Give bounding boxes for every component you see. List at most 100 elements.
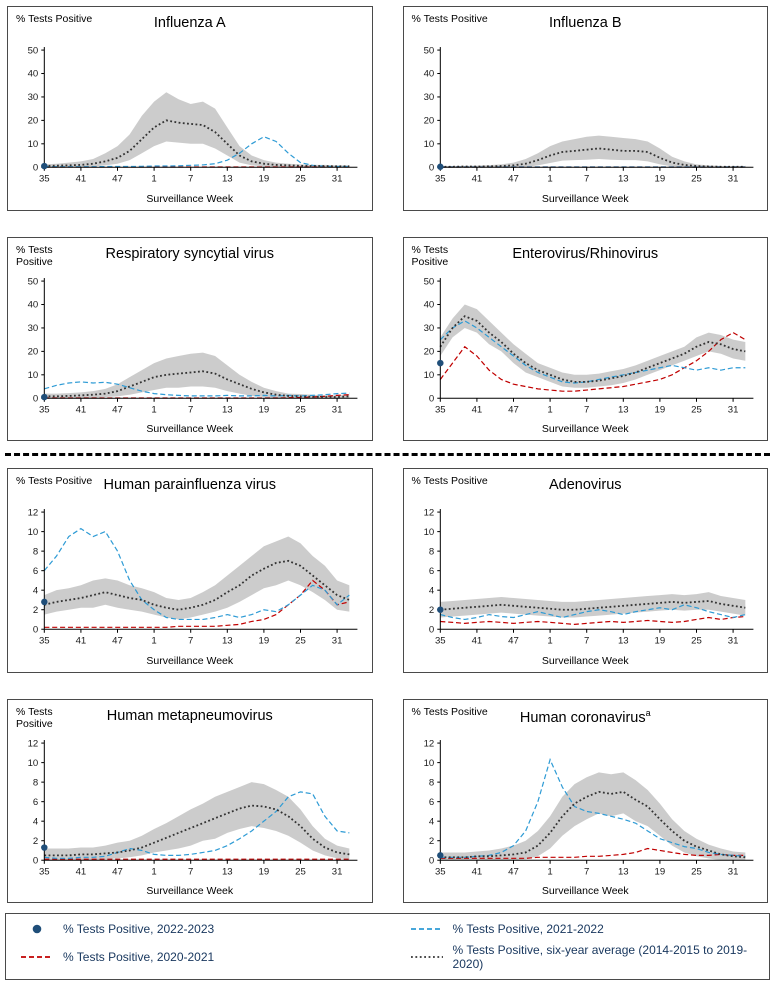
svg-text:25: 25: [691, 404, 702, 415]
svg-text:7: 7: [188, 635, 193, 646]
svg-text:19: 19: [259, 404, 270, 415]
panel-header: % Tests Positive Enterovirus/Rhinovirus: [410, 243, 762, 273]
legend-item: % Tests Positive, six-year average (2014…: [410, 943, 755, 971]
average-range-band: [44, 781, 350, 860]
svg-text:35: 35: [434, 173, 445, 184]
svg-text:7: 7: [188, 404, 193, 415]
panel-header: % Tests Positive Human parainfluenza vir…: [14, 474, 366, 504]
svg-text:19: 19: [259, 173, 270, 184]
svg-text:41: 41: [76, 635, 87, 646]
svg-text:47: 47: [508, 635, 519, 646]
svg-text:40: 40: [423, 69, 434, 80]
season-2021-2022-line: [44, 136, 350, 168]
svg-text:13: 13: [617, 866, 628, 877]
svg-text:47: 47: [112, 635, 123, 646]
dashed-line-marker-icon: [410, 928, 443, 930]
six-year-average-line: [44, 559, 350, 611]
average-range-band: [439, 304, 745, 388]
svg-text:47: 47: [508, 173, 519, 184]
svg-text:10: 10: [28, 527, 39, 538]
average-range-band: [439, 592, 745, 618]
svg-text:31: 31: [332, 404, 343, 415]
six-year-average-line: [44, 804, 350, 856]
svg-text:7: 7: [584, 866, 589, 877]
svg-text:10: 10: [423, 139, 434, 150]
current-season-dot: [41, 598, 48, 606]
svg-text:0: 0: [33, 393, 38, 404]
svg-text:0: 0: [428, 393, 433, 404]
svg-text:19: 19: [259, 635, 270, 646]
section-divider-dashed-line: [5, 453, 770, 456]
svg-text:13: 13: [617, 173, 628, 184]
legend-label: % Tests Positive, 2022-2023: [63, 922, 215, 936]
svg-text:1: 1: [151, 635, 156, 646]
chart-title: Respiratory syncytial virus: [105, 245, 274, 262]
current-season-dot: [436, 359, 444, 366]
svg-text:8: 8: [428, 777, 433, 788]
svg-text:19: 19: [654, 173, 665, 184]
svg-text:8: 8: [428, 546, 433, 557]
legend-label: % Tests Positive, 2021-2022: [452, 922, 604, 936]
svg-text:35: 35: [434, 635, 445, 646]
svg-text:2: 2: [33, 835, 38, 846]
chart-title: Human metapneumovirus: [106, 707, 273, 724]
six-year-average-line: [439, 147, 745, 168]
legend-label: % Tests Positive, 2020-2021: [63, 950, 215, 964]
svg-text:7: 7: [188, 866, 193, 877]
current-season-dot: [436, 851, 444, 859]
svg-text:1: 1: [151, 404, 156, 415]
svg-text:1: 1: [547, 866, 552, 877]
chart-panel: % Tests Positive Human metapneumovirus 0…: [7, 698, 373, 903]
svg-text:50: 50: [28, 276, 39, 287]
legend-item: % Tests Positive, 2020-2021: [20, 943, 410, 971]
svg-text:31: 31: [727, 866, 738, 877]
current-season-dot: [436, 606, 444, 613]
svg-text:7: 7: [188, 173, 193, 184]
top-chart-grid: % Tests Positive Influenza A 0 10 20 30 40 50…: [5, 6, 770, 441]
svg-text:41: 41: [471, 404, 482, 415]
svg-text:35: 35: [39, 635, 50, 646]
svg-text:25: 25: [295, 404, 306, 415]
svg-text:10: 10: [28, 757, 39, 768]
svg-text:25: 25: [691, 635, 702, 646]
svg-text:8: 8: [33, 777, 38, 788]
svg-text:13: 13: [617, 635, 628, 646]
chart-title: Human parainfluenza virus: [103, 477, 276, 493]
chart-svg: 0 10 20 30 40 50 35 41 47 1 7 13 19 25 31: [423, 45, 753, 184]
chart-panel: % Tests Positive Respiratory syncytial v…: [7, 236, 373, 441]
current-season-dot: [436, 163, 444, 171]
y-axis-label: % Tests Positive: [411, 475, 488, 487]
svg-text:1: 1: [151, 866, 156, 877]
svg-text:4: 4: [33, 585, 39, 596]
average-range-band: [44, 536, 350, 620]
six-year-average-line: [439, 314, 745, 383]
svg-text:0: 0: [33, 624, 38, 635]
svg-text:12: 12: [28, 738, 39, 749]
y-axis-label: % Tests Positive: [411, 13, 488, 25]
y-axis-label: % Tests Positive: [16, 475, 93, 487]
svg-text:10: 10: [423, 527, 434, 538]
svg-text:13: 13: [222, 635, 233, 646]
svg-text:47: 47: [508, 404, 519, 415]
svg-text:7: 7: [584, 404, 589, 415]
panel-header: % Tests Positive Adenovirus: [410, 474, 762, 504]
svg-text:31: 31: [727, 173, 738, 184]
average-range-band: [439, 771, 745, 860]
six-year-average-line: [439, 600, 745, 611]
season-2021-2022-line: [439, 757, 745, 858]
x-axis-label: Surveillance Week: [146, 423, 234, 435]
svg-text:0: 0: [428, 624, 433, 635]
panel-header: % Tests Positive Influenza B: [410, 12, 762, 42]
dashed-line-marker-icon: [21, 956, 53, 958]
svg-text:10: 10: [423, 757, 434, 768]
svg-text:10: 10: [423, 370, 434, 381]
svg-text:7: 7: [584, 173, 589, 184]
svg-text:30: 30: [28, 323, 39, 334]
title-superscript: a: [645, 707, 651, 718]
svg-text:35: 35: [39, 173, 50, 184]
chart-title: Influenza B: [548, 15, 622, 31]
chart-svg: 0 2 4 6 8 10 12 35 41 47 1 7 13 19 25 31: [423, 507, 753, 646]
svg-text:41: 41: [471, 866, 482, 877]
legend-label: % Tests Positive, six-year average (2014…: [452, 943, 748, 971]
